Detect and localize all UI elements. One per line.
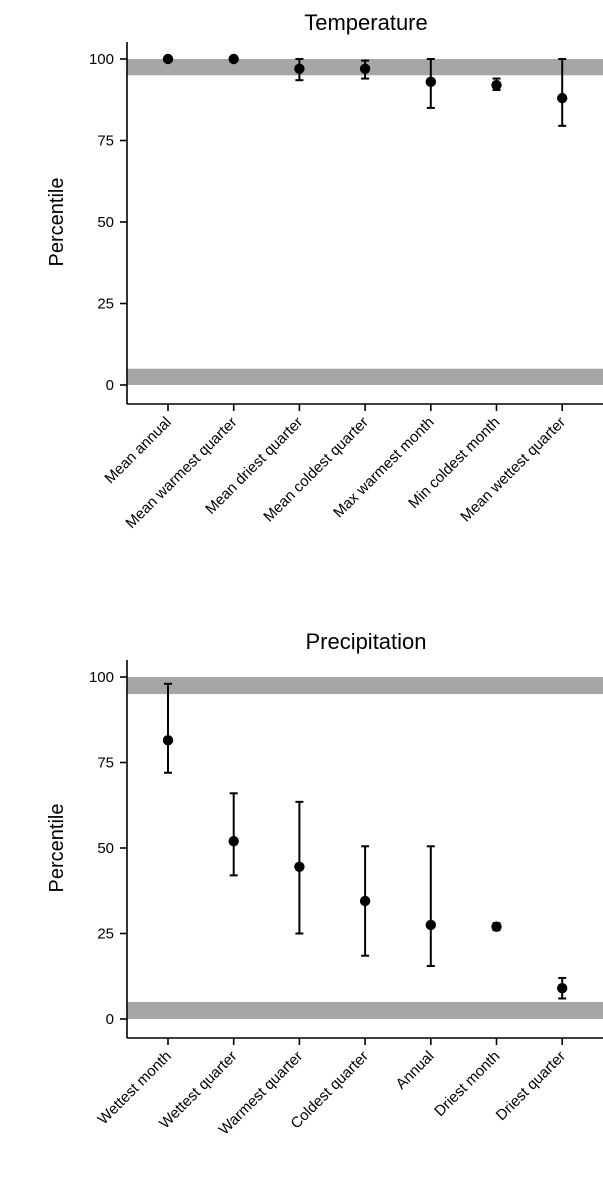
- y-tick-label: 25: [97, 926, 114, 943]
- x-tick-label: Mean warmest quarter: [122, 414, 240, 532]
- data-point: [294, 861, 305, 873]
- data-point: [557, 983, 568, 994]
- y-tick-label: 50: [97, 214, 114, 231]
- data-point: [359, 63, 371, 74]
- y-tick-label: 0: [106, 377, 114, 394]
- data-point: [228, 53, 239, 65]
- y-axis-label: Percentile: [46, 178, 68, 267]
- reference-band-lower: [127, 368, 603, 385]
- x-tick-label: Mean annual: [101, 414, 174, 487]
- chart-title: Precipitation: [305, 629, 426, 654]
- chart-title: Temperature: [304, 10, 428, 35]
- reference-band-lower: [127, 1001, 603, 1019]
- data-point: [294, 63, 305, 74]
- data-point: [425, 919, 436, 931]
- x-tick-label: Annual: [393, 1048, 438, 1093]
- data-point: [228, 835, 239, 847]
- y-tick-label: 100: [89, 669, 114, 686]
- data-point: [359, 895, 371, 907]
- data-point: [491, 921, 502, 932]
- data-point: [162, 735, 174, 746]
- x-tick-label: Driest quarter: [493, 1048, 569, 1124]
- y-tick-label: 50: [97, 840, 114, 857]
- data-point: [557, 92, 568, 104]
- x-tick-label: Driest month: [431, 1048, 503, 1120]
- data-point: [425, 76, 436, 88]
- y-tick-label: 0: [106, 1011, 114, 1028]
- y-tick-label: 75: [97, 755, 114, 772]
- data-point: [162, 53, 174, 65]
- y-axis-label: Percentile: [46, 804, 68, 893]
- y-tick-label: 25: [97, 296, 114, 313]
- y-tick-label: 75: [97, 133, 114, 150]
- data-point: [491, 79, 502, 91]
- reference-band-upper: [127, 677, 603, 695]
- y-tick-label: 100: [89, 51, 114, 68]
